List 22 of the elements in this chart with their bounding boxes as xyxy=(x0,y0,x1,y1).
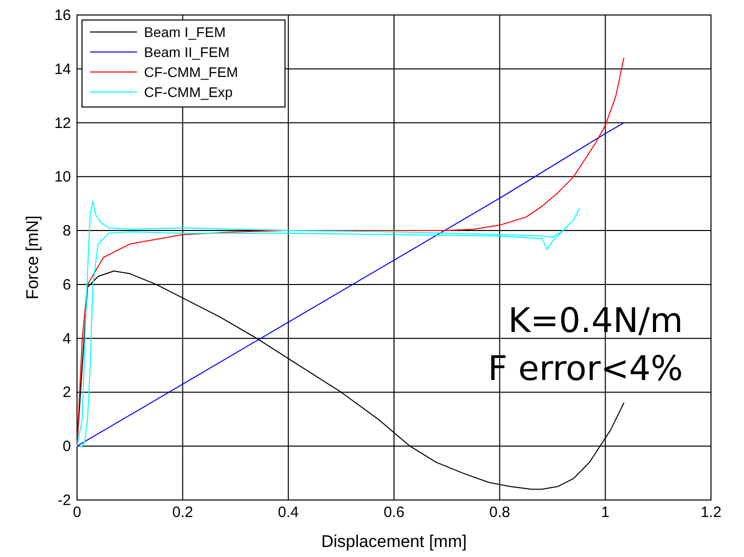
legend-label: CF-CMM_FEM xyxy=(144,64,238,80)
x-tick-label: 0.4 xyxy=(278,504,299,521)
legend-label: Beam II_FEM xyxy=(144,44,230,60)
y-tick-label: 0 xyxy=(62,438,71,456)
y-tick-label: 16 xyxy=(54,7,71,24)
x-axis-title: Displacement [mm] xyxy=(321,532,467,551)
y-tick-label: 2 xyxy=(62,384,71,402)
y-tick-label: 6 xyxy=(62,276,71,294)
x-tick-label: 0.8 xyxy=(489,504,510,521)
legend-label: Beam I_FEM xyxy=(144,24,226,40)
x-tick-label: 1 xyxy=(601,504,610,521)
y-tick-label: 10 xyxy=(54,168,71,186)
x-tick-label: 0.2 xyxy=(172,504,194,521)
y-tick-label: 12 xyxy=(54,114,71,132)
x-tick-label: 0.6 xyxy=(384,504,404,521)
y-tick-label: 14 xyxy=(54,60,71,78)
x-tick-label: 1.2 xyxy=(700,504,722,521)
y-tick-label: 4 xyxy=(62,330,71,348)
legend-label: CF-CMM_Exp xyxy=(144,84,233,100)
y-tick-label: 8 xyxy=(62,222,71,240)
y-tick-label: -2 xyxy=(58,492,71,509)
y-axis-title: Force [mN] xyxy=(23,215,42,300)
